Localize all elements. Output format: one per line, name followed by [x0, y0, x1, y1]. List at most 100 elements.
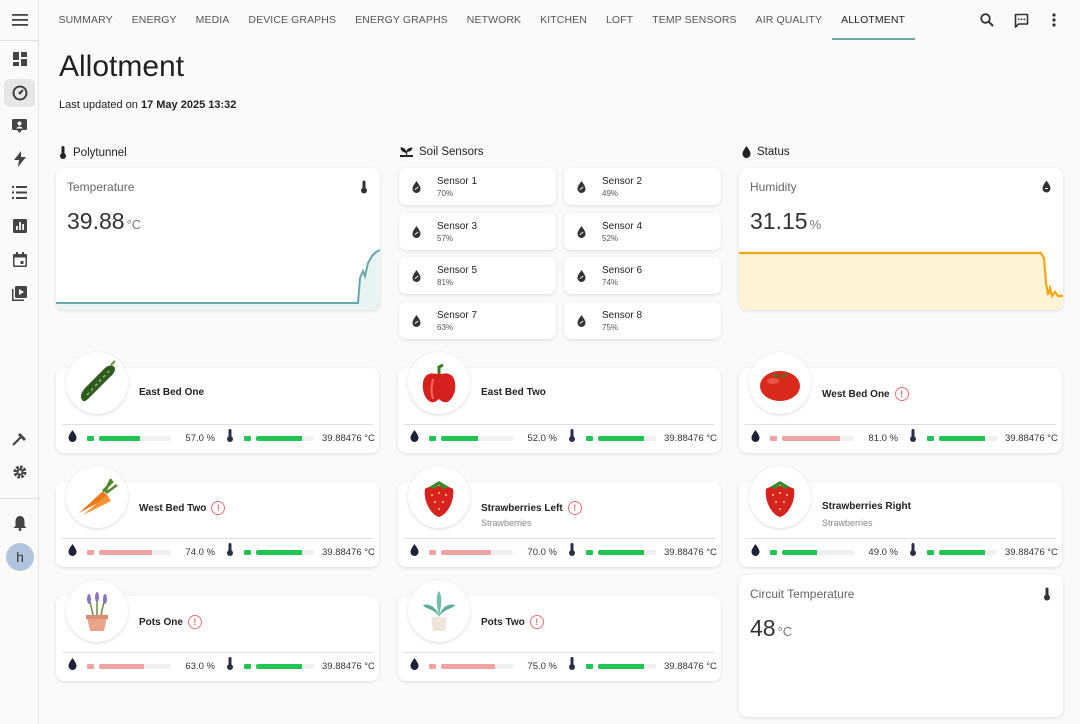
moisture-icon [410, 657, 419, 675]
thermometer-icon [1044, 587, 1050, 601]
temperature-indicator [927, 549, 934, 555]
plant-divider [404, 538, 715, 539]
last-updated-value: 17 May 2025 13:32 [140, 99, 237, 111]
plant-image [408, 352, 470, 414]
sidebar-item-dashboard[interactable] [4, 45, 35, 73]
moisture-indicator [429, 435, 436, 441]
temperature-bar [598, 549, 656, 555]
tab-air-quality[interactable]: AIR QUALITY [755, 14, 823, 26]
plant-card-pots-two[interactable]: Pots Two! 75.0 % 39.88476 °C [398, 580, 721, 681]
plant-divider [62, 652, 373, 653]
sensor-name: Sensor 5 [437, 265, 478, 277]
search-button[interactable] [976, 9, 998, 31]
soil-sensor-1[interactable]: Sensor 1 70% [399, 168, 556, 205]
tab-media[interactable]: MEDIA [195, 14, 230, 26]
moisture-icon [68, 429, 77, 447]
moisture-indicator [429, 663, 436, 669]
plant-divider [745, 424, 1056, 425]
moisture-metric: 75.0 % [410, 658, 557, 674]
sidebar-divider [0, 498, 39, 499]
section-soil-sensors: Soil Sensors [400, 146, 484, 158]
plant-card-pots-one[interactable]: Pots One! 63.0 % 39.88476 °C [56, 580, 379, 681]
soil-sensor-4[interactable]: Sensor 4 52% [564, 212, 721, 250]
sensor-value: 52% [602, 233, 619, 243]
plant-card-east-bed-one[interactable]: East Bed One 57.0 % 39.88476 °C [56, 352, 379, 453]
soil-sensor-7[interactable]: Sensor 7 63% [399, 302, 556, 340]
plant-card-west-bed-two[interactable]: West Bed Two! 74.0 % 39.88476 °C [56, 466, 379, 567]
humidity-label: Humidity [750, 180, 797, 194]
warning-icon: ! [187, 615, 202, 629]
water-drop-icon [1042, 180, 1051, 193]
sidebar-item-power[interactable] [4, 145, 35, 173]
temperature-metric: 39.88476 °C [226, 657, 375, 674]
sensor-value: 70% [437, 189, 454, 198]
moisture-icon [410, 543, 419, 561]
plant-divider [404, 424, 715, 425]
moisture-indicator [770, 549, 777, 555]
sensor-name: Sensor 4 [602, 220, 643, 232]
soil-sensor-5[interactable]: Sensor 5 81% [399, 257, 556, 295]
more-options-button[interactable] [1043, 9, 1065, 31]
tab-network[interactable]: NETWORK [466, 14, 522, 26]
moisture-metric: 63.0 % [68, 658, 215, 674]
avatar[interactable]: h [6, 543, 34, 571]
soil-sensor-6[interactable]: Sensor 6 74% [564, 257, 721, 295]
sidebar-item-settings[interactable] [4, 458, 35, 486]
moisture-icon [68, 543, 77, 561]
sidebar-item-charts[interactable] [4, 212, 35, 240]
thermometer-icon [226, 429, 234, 447]
tab-summary[interactable]: SUMMARY [58, 14, 113, 26]
moisture-value: 49.0 % [868, 546, 898, 558]
section-status-label: Status [757, 146, 790, 158]
notifications-button[interactable] [4, 509, 35, 537]
plant-card-strawberries-right[interactable]: Strawberries Right Strawberries 49.0 % 39.8… [739, 466, 1062, 567]
plant-name: Strawberries Left! [481, 501, 582, 515]
tab-allotment[interactable]: ALLOTMENT [831, 0, 915, 40]
moisture-value: 81.0 % [868, 432, 898, 444]
sidebar-item-calendar[interactable] [4, 245, 35, 273]
view-tabs: SUMMARY ENERGY MEDIA DEVICE GRAPHS ENERGY GR… [49, 0, 915, 40]
temperature-card[interactable]: Temperature 39.88 °C [56, 168, 380, 310]
last-updated: Last updated on 17 May 2025 13:32 [59, 99, 237, 111]
tab-kitchen[interactable]: KITCHEN [540, 14, 587, 26]
soil-sensor-8[interactable]: Sensor 8 75% [564, 302, 721, 340]
assist-button[interactable] [1010, 9, 1032, 31]
temperature-graph [56, 249, 380, 310]
plant-card-strawberries-left[interactable]: Strawberries Left! Strawberries 70.0 % 39.8… [398, 466, 721, 567]
moisture-metric: 70.0 % [410, 544, 557, 560]
plant-divider [404, 652, 715, 653]
tab-loft[interactable]: LOFT [605, 14, 634, 26]
tab-temp-sensors[interactable]: TEMP SENSORS [652, 14, 737, 26]
section-polytunnel-label: Polytunnel [73, 146, 127, 159]
sidebar-item-list[interactable] [4, 178, 35, 206]
sensor-name: Sensor 7 [437, 310, 478, 322]
soil-moisture-icon [577, 225, 586, 243]
sidebar-item-media[interactable] [4, 279, 35, 307]
plant-name: East Bed One [139, 387, 205, 398]
tab-energy[interactable]: ENERGY [131, 14, 177, 26]
menu-button[interactable] [4, 6, 35, 34]
sidebar-item-developer-tools[interactable] [4, 425, 35, 453]
moisture-value: 70.0 % [527, 546, 557, 558]
humidity-card[interactable]: Humidity 31.15% [739, 168, 1063, 310]
humidity-graph [739, 251, 1063, 310]
list-icon [12, 185, 27, 199]
plant-card-east-bed-two[interactable]: East Bed Two 52.0 % 39.88476 °C [398, 352, 721, 453]
tab-device-graphs[interactable]: DEVICE GRAPHS [248, 14, 337, 26]
warning-icon: ! [567, 501, 582, 515]
soil-sensor-3[interactable]: Sensor 3 57% [399, 212, 556, 250]
moisture-value: 75.0 % [527, 660, 557, 672]
soil-sensor-2[interactable]: Sensor 2 49% [564, 168, 721, 205]
sidebar-item-energy[interactable] [4, 79, 35, 107]
page-title: Allotment [59, 50, 185, 83]
temperature-bar [256, 435, 314, 441]
moisture-value: 52.0 % [527, 432, 557, 444]
plant-image [408, 466, 470, 528]
plant-card-west-bed-one[interactable]: West Bed One! 81.0 % 39.88476 °C [739, 352, 1062, 453]
tab-energy-graphs[interactable]: ENERGY GRAPHS [355, 14, 448, 26]
sidebar-item-person[interactable] [4, 112, 35, 140]
circuit-temperature-card[interactable]: Circuit Temperature 48 °C [739, 575, 1063, 717]
temperature-bar [939, 435, 997, 441]
temperature-value: 39.88 °C [67, 208, 142, 234]
thermometer-icon [568, 657, 576, 675]
